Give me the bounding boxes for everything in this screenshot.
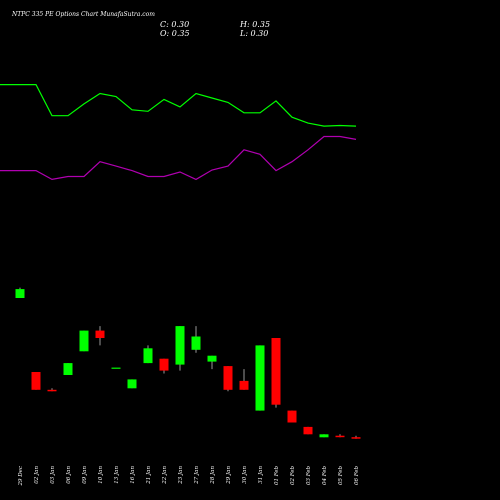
candle-body: [239, 380, 249, 390]
x-tick-label: 22 Jan: [162, 466, 168, 485]
x-tick-label: 09 Jan: [82, 466, 88, 484]
x-tick-label: 02 Feb: [290, 466, 296, 486]
x-tick-label: 04 Feb: [322, 466, 328, 486]
x-tick-label: 30 Jan: [242, 466, 248, 484]
candle-body: [287, 410, 297, 423]
green-indicator-line: [0, 84, 357, 127]
candle: [15, 287, 25, 298]
x-tick-label: 06 Jan: [66, 466, 72, 484]
x-tick-label: 27 Jan: [194, 466, 200, 485]
candle: [95, 326, 105, 346]
candle: [255, 345, 265, 411]
candle: [239, 369, 249, 390]
x-tick-label: 03 Feb: [306, 466, 312, 486]
candle-body: [175, 326, 185, 365]
candle: [271, 338, 281, 408]
candle: [175, 326, 185, 371]
high-value: H: 0.35: [240, 20, 271, 29]
close-value: C: 0.30: [160, 20, 190, 29]
candle: [47, 388, 57, 392]
candle-body: [143, 348, 153, 364]
candle-body: [15, 289, 25, 298]
candle-body: [223, 366, 233, 390]
candle-body: [63, 363, 73, 375]
x-tick-label: 13 Jan: [114, 466, 120, 484]
candle-body: [95, 330, 105, 338]
candle: [223, 366, 233, 392]
candle-body: [303, 426, 313, 435]
candle-body: [319, 434, 329, 438]
x-tick-label: 16 Jan: [130, 466, 136, 484]
x-axis-labels: 29 Dec 02 Jan 03 Jan 06 Jan 09 Jan 10 Jan 13 J…: [18, 466, 360, 487]
open-value: O: 0.35: [160, 29, 190, 38]
x-tick-label: 10 Jan: [98, 466, 104, 484]
low-value: L: 0.30: [240, 29, 269, 38]
purple-indicator-line: [0, 135, 357, 181]
x-tick-label: 01 Feb: [274, 466, 280, 486]
chart-title: NTPC 335 PE Options Chart MunafaSutra.co…: [12, 11, 155, 18]
candle: [127, 379, 137, 389]
candle-body: [127, 379, 137, 389]
candle-body: [191, 336, 201, 350]
candle-body: [79, 330, 89, 352]
candle-body: [111, 367, 121, 369]
candle-body: [255, 345, 265, 411]
candle: [319, 434, 329, 438]
x-tick-label: 28 Jan: [210, 466, 216, 485]
candle: [111, 367, 121, 369]
candle: [143, 345, 153, 364]
x-tick-label: 23 Jan: [178, 466, 184, 485]
x-tick-label: 02 Jan: [34, 466, 40, 484]
x-tick-label: 03 Jan: [50, 466, 56, 484]
candle: [63, 363, 73, 375]
x-tick-label: 31 Jan: [258, 466, 264, 484]
candle: [335, 434, 345, 438]
x-tick-label: 21 Jan: [146, 466, 152, 485]
candle-body: [159, 358, 169, 371]
candle: [31, 372, 41, 390]
candle: [207, 355, 217, 370]
x-tick-label: 06 Feb: [354, 466, 360, 486]
candle-body: [271, 338, 281, 405]
indicator-lines: [0, 84, 357, 181]
candle-body: [207, 355, 217, 362]
candle: [287, 410, 297, 423]
candle-body: [31, 372, 41, 390]
candle: [159, 358, 169, 374]
x-tick-label: 29 Dec: [18, 466, 24, 487]
candle: [303, 426, 313, 435]
candle-body: [47, 389, 57, 392]
candle: [191, 326, 201, 353]
candle-body: [335, 435, 345, 438]
candle: [79, 330, 89, 352]
candles: [15, 287, 361, 439]
x-tick-label: 05 Feb: [338, 466, 344, 486]
candle-body: [351, 437, 361, 439]
candle: [351, 435, 361, 439]
x-tick-label: 29 Jan: [226, 466, 232, 485]
